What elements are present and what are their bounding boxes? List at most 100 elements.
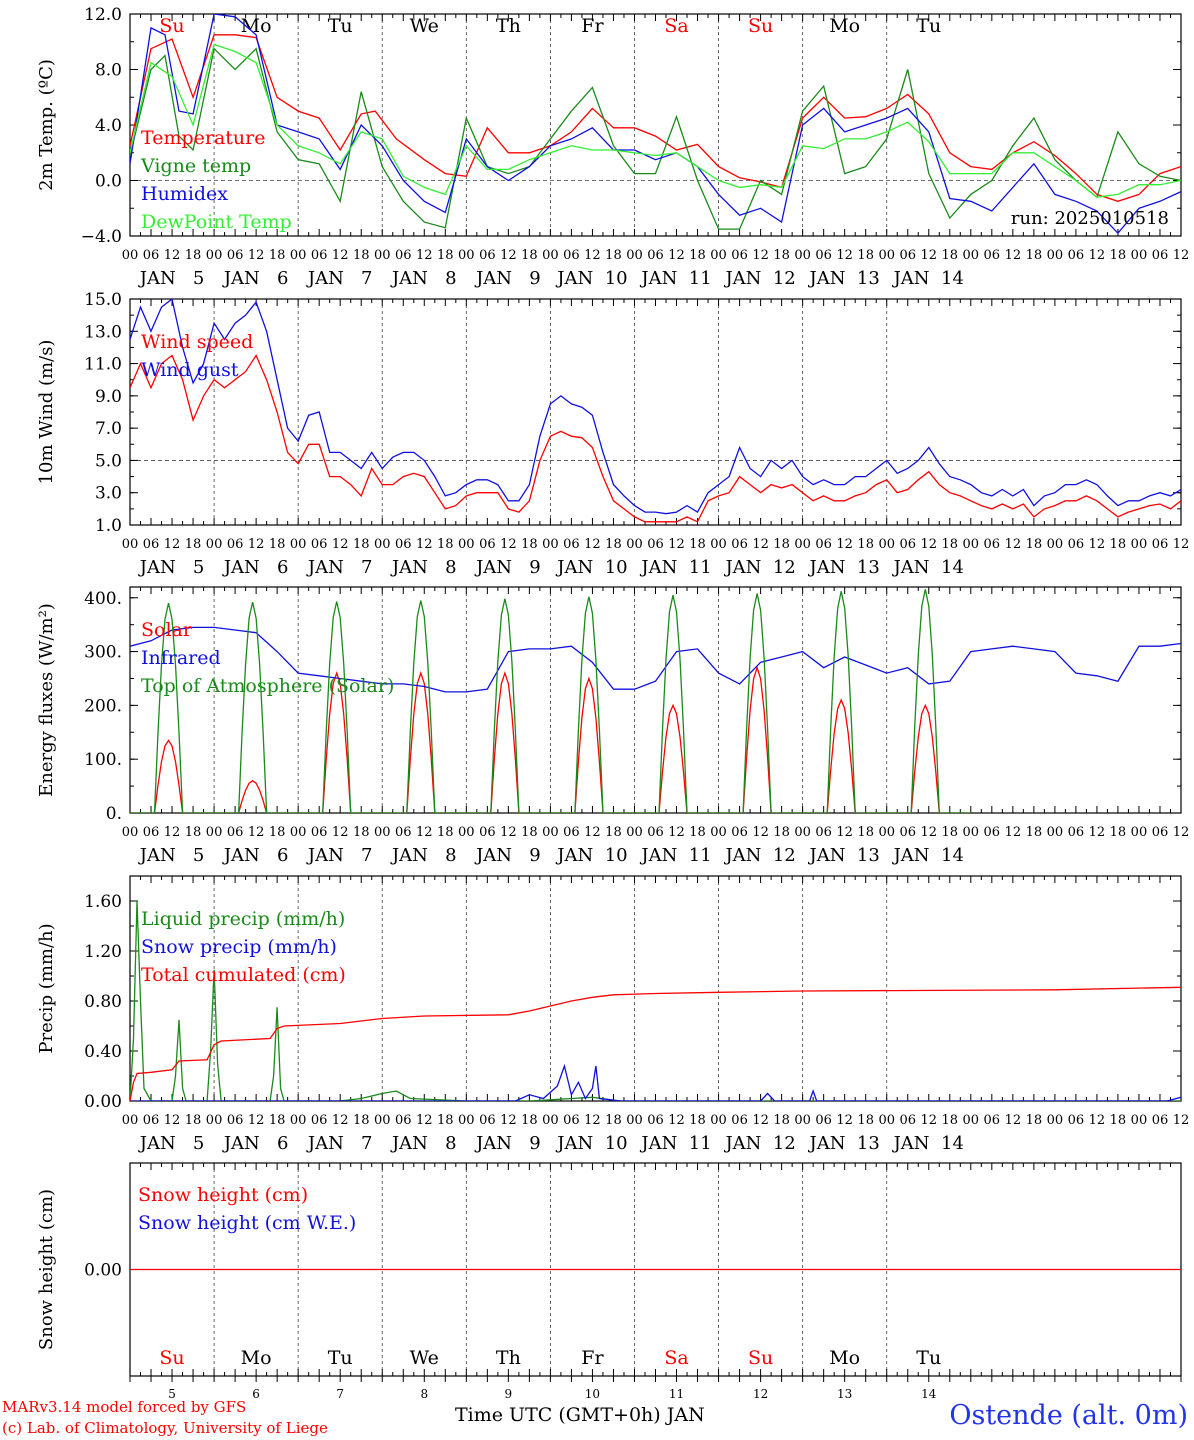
- x-hour-label: 00: [1047, 825, 1064, 840]
- x-hour-label: 18: [437, 1113, 454, 1128]
- y-tick-label: 200.: [84, 696, 122, 716]
- x-hour-label: 18: [1110, 825, 1127, 840]
- x-hour-label: 18: [1110, 1113, 1127, 1128]
- weekday-label: Mo: [829, 15, 860, 37]
- x-hour-label: 06: [984, 1113, 1001, 1128]
- weekday-label: Mo: [241, 1347, 272, 1369]
- x-hour-label: 06: [479, 248, 496, 263]
- x-hour-label: 06: [143, 825, 160, 840]
- x-hour-label: 00: [1047, 1113, 1064, 1128]
- x-hour-label: 06: [143, 1113, 160, 1128]
- x-hour-label: 18: [185, 825, 202, 840]
- x-hour-label: 18: [269, 248, 286, 263]
- x-date-label: JAN 11: [639, 845, 711, 866]
- x-date-label: JAN 12: [723, 845, 795, 866]
- x-hour-label: 12: [500, 1113, 517, 1128]
- x-hour-label: 06: [227, 537, 244, 552]
- x-date-label: JAN 7: [306, 845, 373, 866]
- x-hour-label: 00: [1131, 248, 1148, 263]
- x-hour-label: 06: [984, 248, 1001, 263]
- x-hour-label: 00: [542, 1113, 559, 1128]
- weekday-label: Tu: [916, 1347, 941, 1369]
- series-line-dewpoint-temp: [130, 43, 1181, 198]
- weekday-label: Sa: [664, 15, 688, 37]
- x-hour-label: 00: [374, 825, 391, 840]
- x-date-label: JAN 14: [892, 268, 964, 289]
- day-number-label: 5: [168, 1387, 176, 1401]
- x-hour-label: 12: [668, 248, 685, 263]
- x-date-label: JAN 7: [306, 268, 373, 289]
- x-hour-label: 18: [185, 248, 202, 263]
- x-hour-label: 00: [542, 248, 559, 263]
- run-annotation: run: 2025010518: [1011, 208, 1169, 229]
- x-hour-label: 12: [164, 537, 181, 552]
- x-hour-label: 00: [290, 537, 307, 552]
- x-hour-label: 00: [710, 248, 727, 263]
- y-axis-label: Snow height (cm): [36, 1189, 57, 1350]
- x-hour-label: 18: [269, 825, 286, 840]
- x-hour-label: 06: [731, 537, 748, 552]
- weekday-label: Mo: [829, 1347, 860, 1369]
- x-hour-label: 00: [710, 1113, 727, 1128]
- y-tick-label: 400.: [84, 589, 122, 609]
- x-hour-label: 00: [458, 248, 475, 263]
- y-tick-label: 1.20: [84, 942, 122, 962]
- x-hour-label: 00: [626, 537, 643, 552]
- x-hour-label: 06: [227, 1113, 244, 1128]
- x-hour-label: 06: [815, 248, 832, 263]
- day-number-label: 10: [585, 1387, 600, 1401]
- x-hour-label: 00: [794, 825, 811, 840]
- weekday-label: Su: [748, 15, 773, 37]
- legend-entry: Top of Atmosphere (Solar): [141, 675, 394, 697]
- panel-1: 12.0 8.0 4.0 0.0 −4.0 2m Temp. (ºC) 00 06 12 18 00…: [36, 5, 1189, 289]
- x-hour-label: 06: [395, 537, 412, 552]
- x-hour-label: 12: [752, 248, 769, 263]
- x-date-label: JAN 9: [474, 268, 541, 289]
- x-hour-label: 06: [1068, 1113, 1085, 1128]
- x-hour-label: 06: [395, 1113, 412, 1128]
- x-hour-label: 06: [731, 825, 748, 840]
- plot-frame: [129, 13, 1182, 237]
- x-hour-label: 00: [542, 537, 559, 552]
- x-date-label: JAN 5: [138, 557, 205, 578]
- x-hour-label: 06: [984, 825, 1001, 840]
- legend-entry: Solar: [141, 619, 193, 641]
- x-hour-label: 18: [353, 248, 370, 263]
- x-hour-label: 18: [942, 1113, 959, 1128]
- x-hour-label: 18: [605, 537, 622, 552]
- series-line-humidex: [130, 14, 1181, 235]
- y-axis-label: 2m Temp. (ºC): [36, 59, 57, 191]
- weekday-label: Tu: [328, 15, 353, 37]
- x-hour-label: 00: [542, 825, 559, 840]
- x-hour-label: 06: [479, 537, 496, 552]
- x-axis-title: Time UTC (GMT+0h) JAN: [455, 1404, 705, 1426]
- day-number-label: 7: [336, 1387, 344, 1401]
- x-hour-label: 12: [1173, 537, 1190, 552]
- x-hour-label: 00: [963, 825, 980, 840]
- x-hour-label: 00: [626, 248, 643, 263]
- x-hour-label: 00: [794, 248, 811, 263]
- y-axis-label: Precip (mm/h): [36, 923, 57, 1053]
- y-tick-label: −4.0: [81, 227, 122, 247]
- x-date-label: JAN 8: [390, 557, 457, 578]
- x-date-label: JAN 10: [555, 557, 627, 578]
- x-date-label: JAN 13: [808, 557, 880, 578]
- x-hour-label: 12: [332, 537, 349, 552]
- x-hour-label: 06: [647, 825, 664, 840]
- x-date-label: JAN 6: [222, 557, 289, 578]
- legend-entry: Vigne temp: [140, 155, 251, 177]
- x-hour-label: 06: [647, 248, 664, 263]
- x-hour-label: 06: [899, 537, 916, 552]
- x-hour-label: 18: [437, 537, 454, 552]
- x-hour-label: 00: [122, 537, 139, 552]
- x-hour-label: 06: [815, 825, 832, 840]
- x-hour-label: 06: [899, 248, 916, 263]
- x-hour-label: 18: [689, 1113, 706, 1128]
- weekday-label: Su: [159, 1347, 184, 1369]
- x-hour-label: 00: [290, 1113, 307, 1128]
- x-hour-label: 12: [164, 1113, 181, 1128]
- x-hour-label: 06: [479, 1113, 496, 1128]
- legend-entry: Snow height (cm): [138, 1184, 308, 1206]
- day-number-label: 13: [837, 1387, 852, 1401]
- x-hour-label: 18: [521, 1113, 538, 1128]
